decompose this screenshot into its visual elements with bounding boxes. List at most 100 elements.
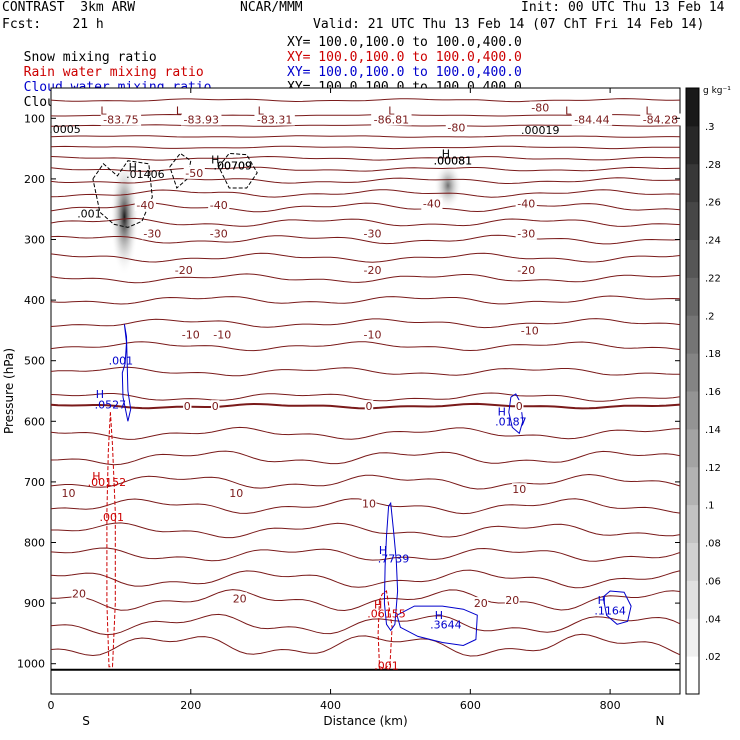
cloud-water-contour — [121, 324, 132, 422]
x-tick-label: 400 — [320, 699, 341, 712]
colorbar-tick-label: .18 — [705, 349, 721, 360]
colorbar-tick-label: .12 — [705, 463, 721, 474]
temperature-label: -20 — [175, 264, 193, 277]
colorbar-tick-label: .04 — [705, 614, 721, 625]
rain-max-marker: H — [92, 470, 100, 483]
snow-max-value: .00081 — [434, 155, 473, 168]
model-name: CONTRAST 3km ARW — [2, 0, 136, 15]
snow-contour — [218, 152, 258, 189]
legend-cloudwater-xy: XY= 100.0,100.0 to 100.0,400.0 — [287, 65, 522, 80]
temperature-label: -40 — [517, 198, 535, 211]
temperature-label: -10 — [521, 324, 539, 337]
temperature-label: -10 — [182, 329, 200, 342]
temperature-label-bg — [180, 328, 202, 341]
temperature-label: -50 — [185, 167, 203, 180]
endpoint-left: S — [82, 714, 90, 728]
cloud-water-max-value: .0527 — [95, 398, 127, 411]
temperature-label-bg — [173, 263, 195, 276]
temperature-label: -84.44 — [574, 114, 609, 127]
temperature-label: -10 — [213, 329, 231, 342]
colorbar-tick-label: .2 — [705, 311, 715, 322]
colorbar-tick-label: .24 — [705, 236, 721, 247]
valid-time: Valid: 21 UTC Thu 13 Feb 14 (07 ChT Fri … — [313, 17, 705, 32]
temperature-contour — [51, 633, 680, 657]
temperature-label-bg — [141, 227, 163, 240]
temperature-label-bg — [371, 113, 412, 126]
temperature-contour — [51, 252, 680, 263]
temperature-contour — [51, 450, 680, 466]
temperature-label-bg — [511, 483, 527, 496]
temperature-label-bg — [61, 486, 76, 499]
temperature-contour — [51, 547, 680, 562]
x-tick-label: 0 — [48, 699, 55, 712]
snow-label: .00081 — [434, 155, 473, 168]
temperature-contour — [51, 613, 680, 636]
snow-contour — [92, 160, 153, 228]
temperature-contour — [51, 234, 680, 245]
temperature-label-bg — [183, 400, 192, 413]
temperature-label-bg — [529, 101, 551, 114]
rain-contour — [106, 412, 116, 668]
y-tick-label: 100 — [24, 112, 45, 125]
temperature-label-bg — [211, 328, 233, 341]
temperature-label: 0 — [516, 400, 523, 413]
cloud-ice-plume — [110, 163, 139, 282]
cloud-water-contour — [602, 590, 632, 625]
y-tick-label: 800 — [24, 537, 45, 550]
temperature-label: -30 — [210, 227, 228, 240]
cloud-water-max-value: .3644 — [430, 618, 462, 631]
temperature-label: 20 — [233, 592, 247, 605]
temperature-label: -10 — [364, 329, 382, 342]
colorbar-tick-label: .28 — [705, 160, 721, 171]
temperature-label: 10 — [512, 483, 526, 496]
temperature-label-bg — [361, 263, 384, 276]
temperature-label-bg — [71, 587, 87, 600]
temperature-label: 0 — [184, 400, 191, 413]
y-tick-label: 700 — [24, 476, 45, 489]
y-tick-label: 1000 — [17, 658, 45, 671]
center-name: NCAR/MMM — [240, 0, 303, 15]
temperature-contour — [51, 341, 680, 352]
temperature-label-bg — [515, 400, 524, 413]
temperature-contour — [51, 295, 680, 305]
temperature-contour — [51, 426, 680, 440]
y-tick-label: 300 — [24, 234, 45, 247]
minimum-marker: L — [100, 104, 107, 117]
cloud-water-contour — [508, 393, 524, 435]
rain-max-marker: H — [374, 598, 382, 611]
temperature-label-bg — [361, 328, 384, 341]
colorbar-segment — [686, 580, 699, 619]
snow-max-value: .00709 — [213, 160, 252, 173]
temperature-label-bg — [361, 497, 377, 510]
x-tick-label: 800 — [600, 699, 621, 712]
colorbar-segment — [686, 618, 699, 657]
legend-snow-xy: XY= 100.0,100.0 to 100.0,400.0 — [287, 35, 522, 50]
cloud-water-max-marker: H — [379, 544, 387, 557]
cloud-water-max-value: .7739 — [378, 552, 410, 565]
temperature-label-bg — [515, 227, 537, 240]
temperature-label-bg — [211, 400, 220, 413]
colorbar-segment — [686, 353, 699, 392]
snow-max-marker: H — [129, 161, 137, 174]
cloud-water-max-marker: H — [598, 594, 606, 607]
temperature-label: 10 — [61, 487, 75, 500]
temperature-contour — [51, 589, 680, 612]
temperature-label-bg — [519, 324, 541, 337]
temperature-label: 0 — [212, 400, 219, 413]
snow-label: .001 — [77, 207, 102, 220]
temperature-contour — [51, 177, 680, 185]
snow-max-value: .01406 — [126, 168, 165, 181]
temperature-label: -40 — [423, 198, 441, 211]
colorbar-segment — [686, 428, 699, 468]
colorbar-tick-label: .26 — [705, 198, 721, 209]
temperature-label-bg — [232, 592, 248, 605]
temperature-contour — [51, 155, 680, 161]
endpoint-right: N — [656, 714, 665, 728]
temperature-label: -84.28 — [643, 114, 678, 127]
temperature-label: 10 — [362, 498, 376, 511]
cloud-water-contour — [396, 605, 478, 647]
rain-max-value: .00152 — [88, 476, 127, 489]
minimum-marker: L — [565, 104, 572, 117]
temperature-contour — [51, 366, 680, 377]
y-axis-label: Pressure (hPa) — [2, 348, 16, 434]
